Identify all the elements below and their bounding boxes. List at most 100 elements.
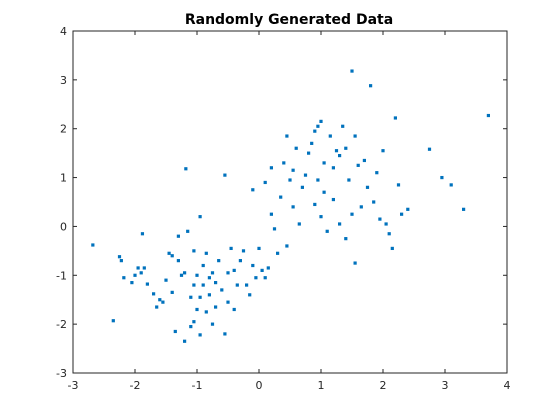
data-point (142, 266, 146, 270)
data-point (322, 190, 326, 194)
data-point (167, 251, 171, 255)
data-points (91, 69, 490, 343)
data-point (266, 266, 270, 270)
data-point (122, 276, 126, 280)
data-point (486, 113, 490, 118)
data-point (338, 153, 342, 158)
data-point (170, 290, 174, 294)
data-point (192, 320, 196, 324)
data-point (192, 249, 196, 253)
data-point (139, 271, 143, 275)
data-point (220, 288, 224, 292)
x-tick-label: 4 (504, 379, 511, 392)
data-point (269, 212, 273, 216)
data-point (238, 259, 242, 263)
x-tick-label: -2 (130, 379, 141, 392)
data-point (372, 200, 376, 204)
data-point (223, 332, 227, 336)
data-point (319, 215, 323, 219)
data-point (322, 161, 326, 165)
data-point (313, 202, 317, 207)
data-point (390, 246, 394, 251)
data-point (341, 124, 345, 128)
data-point (331, 197, 335, 202)
data-point (152, 292, 156, 296)
data-point (350, 69, 354, 73)
data-point (195, 273, 199, 277)
data-point (201, 263, 205, 268)
data-point (406, 207, 410, 211)
data-point (325, 229, 329, 233)
data-point (161, 300, 165, 304)
data-point (307, 151, 311, 155)
data-point (393, 116, 397, 120)
data-point (145, 282, 149, 286)
data-point (201, 283, 205, 287)
data-point (365, 185, 370, 189)
data-point (204, 251, 208, 255)
x-tick-label: -3 (68, 379, 79, 392)
data-point (285, 134, 289, 138)
plot-area (72, 30, 508, 374)
data-point (279, 195, 283, 199)
chart-title: Randomly Generated Data (185, 12, 393, 28)
y-tick-label: -3 (56, 367, 67, 380)
y-tick-label: 3 (60, 74, 67, 87)
x-tick-label: 0 (256, 379, 263, 392)
data-point (362, 158, 366, 163)
data-point (214, 281, 218, 285)
x-tick-label: 3 (442, 379, 449, 392)
data-point (269, 166, 273, 170)
data-point (229, 246, 233, 251)
data-point (378, 217, 382, 221)
x-tick-label: -1 (192, 379, 203, 392)
data-point (232, 268, 236, 272)
data-point (319, 119, 323, 123)
data-point (297, 222, 301, 226)
data-point (462, 207, 466, 211)
data-point (155, 305, 159, 309)
data-point (133, 273, 137, 277)
y-tick-label: 0 (60, 220, 67, 233)
data-point (328, 134, 332, 138)
data-point (310, 141, 314, 145)
data-point (186, 229, 190, 233)
data-point (353, 261, 357, 265)
y-tick-label: 4 (60, 25, 67, 38)
data-point (381, 149, 385, 153)
data-point (344, 146, 348, 150)
data-point (207, 276, 211, 280)
data-point (210, 271, 215, 275)
data-point (176, 234, 180, 238)
data-point (91, 243, 95, 247)
data-point (316, 178, 320, 182)
data-point (263, 180, 267, 185)
data-point (427, 147, 432, 151)
data-point (303, 173, 308, 177)
data-point (204, 310, 208, 314)
y-tick-label: -2 (56, 318, 67, 331)
data-point (189, 324, 193, 329)
data-point (251, 263, 255, 268)
y-tick-label: -1 (56, 269, 67, 282)
data-point (226, 271, 230, 275)
data-point (170, 254, 174, 258)
data-point (140, 232, 145, 236)
data-point (440, 175, 444, 180)
data-point (248, 293, 252, 297)
data-point (179, 273, 184, 277)
data-point (183, 271, 187, 275)
data-point (136, 266, 140, 270)
data-point (344, 237, 348, 241)
data-point (387, 232, 391, 236)
data-point (276, 251, 280, 255)
data-point (173, 329, 177, 334)
data-point (356, 163, 360, 167)
data-point (288, 178, 292, 182)
data-point (347, 178, 351, 182)
y-tick-label: 2 (60, 123, 67, 136)
data-point (272, 227, 277, 231)
data-point (207, 293, 211, 297)
data-point (184, 167, 188, 171)
